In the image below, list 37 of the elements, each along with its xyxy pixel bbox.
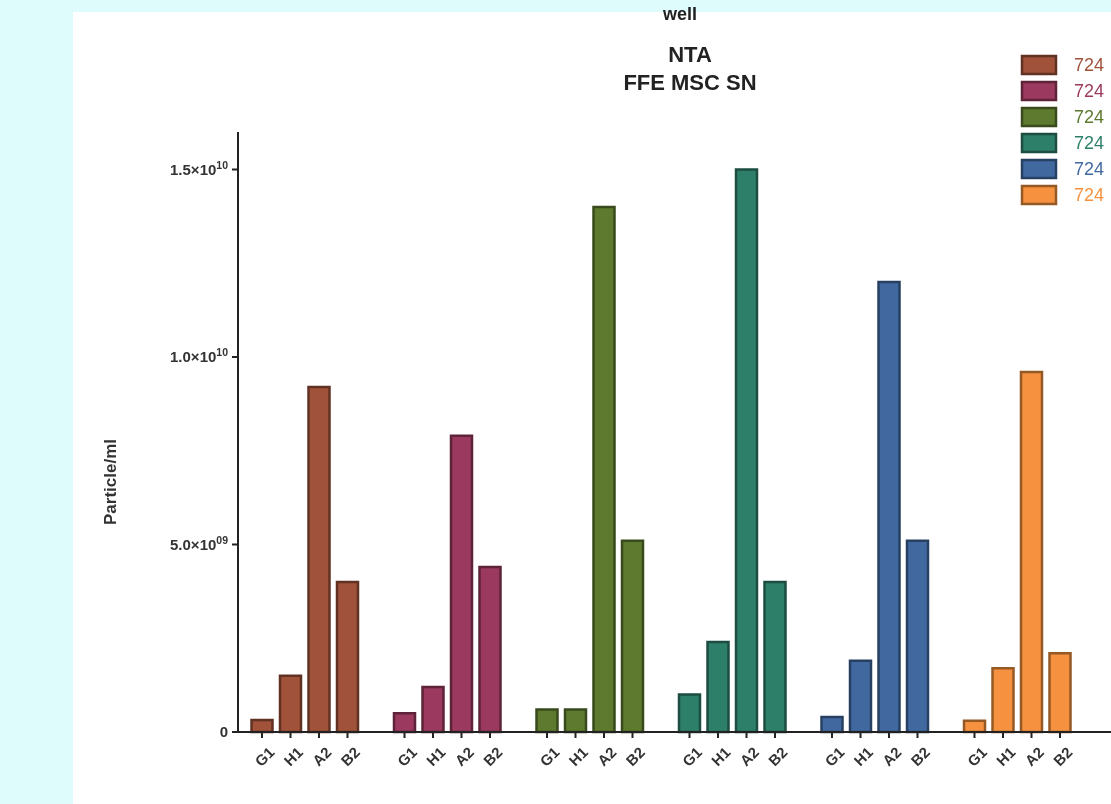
y-tick-label: 0 bbox=[219, 723, 228, 740]
x-tick-label: A2 bbox=[736, 743, 763, 770]
y-tick-label: 1.5×10$^{10}$ bbox=[170, 158, 229, 178]
y-tick-label: 5.0×10$^{09}$ bbox=[170, 533, 229, 553]
legend-label: 724 bbox=[1074, 81, 1105, 101]
legend-label: 724 bbox=[1074, 55, 1105, 75]
y-axis-title: Particle/ml bbox=[101, 439, 120, 525]
x-tick-label: B2 bbox=[622, 743, 649, 770]
x-tick-label: H1 bbox=[850, 743, 877, 770]
x-tick-label: B2 bbox=[337, 743, 364, 770]
legend-label: 724 bbox=[1074, 133, 1105, 153]
x-tick-label: B2 bbox=[1049, 743, 1076, 770]
y-tick-label: 1.0×10$^{10}$ bbox=[170, 346, 229, 365]
x-tick-label: G1 bbox=[536, 743, 563, 770]
x-tick-label: H1 bbox=[280, 743, 307, 770]
legend-label: 724 bbox=[1074, 107, 1105, 127]
x-tick-label: B2 bbox=[907, 743, 934, 770]
x-tick-label: B2 bbox=[479, 743, 506, 770]
x-tick-label: H1 bbox=[992, 743, 1019, 770]
x-tick-label: A2 bbox=[1021, 743, 1048, 770]
text: well bbox=[661, 4, 698, 24]
x-tick-label: H1 bbox=[565, 743, 592, 770]
x-tick-label: H1 bbox=[422, 743, 449, 770]
x-tick-label: G1 bbox=[963, 743, 991, 770]
x-tick-label: B2 bbox=[764, 743, 791, 770]
x-tick-label: G1 bbox=[251, 743, 278, 770]
x-tick-label: G1 bbox=[821, 743, 848, 770]
legend-label: 724 bbox=[1074, 185, 1105, 205]
x-tick-label: A2 bbox=[878, 743, 905, 770]
x-tick-label: H1 bbox=[707, 743, 734, 770]
x-tick-label: A2 bbox=[308, 743, 335, 770]
x-tick-label: G1 bbox=[393, 743, 421, 770]
x-tick-label: G1 bbox=[678, 743, 706, 770]
x-tick-label: A2 bbox=[451, 743, 478, 770]
legend-label: 724 bbox=[1074, 159, 1105, 179]
chart-title: NTA FFE MSC SN bbox=[623, 42, 757, 95]
x-tick-label: A2 bbox=[593, 743, 620, 770]
